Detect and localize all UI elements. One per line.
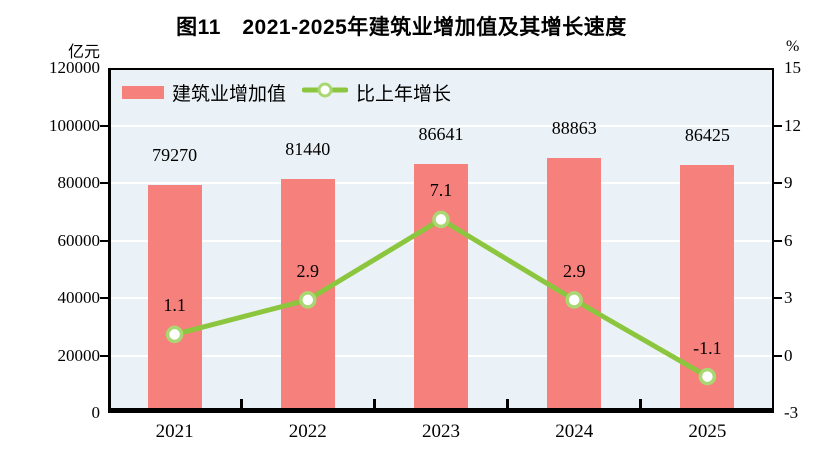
- growth-value-label: -1.1: [693, 337, 722, 358]
- left-axis-tick-label: 80000: [57, 173, 101, 192]
- right-axis-tick: [774, 354, 782, 357]
- right-axis-tick-label: -3: [784, 403, 799, 422]
- legend-bar-label: 建筑业增加值: [172, 84, 287, 105]
- plot-border-top: [108, 68, 774, 70]
- line-marker-2022: [299, 291, 317, 309]
- x-axis-tick: [372, 399, 376, 408]
- line-marker-2021: [165, 325, 184, 344]
- right-axis-tick: [774, 239, 782, 242]
- line-marker-2023: [432, 210, 450, 229]
- right-axis-unit: %: [786, 38, 800, 55]
- x-axis-category-label: 2023: [422, 421, 460, 442]
- right-axis-tick-label: 0: [784, 345, 793, 365]
- x-axis-line: [108, 408, 774, 413]
- right-axis-tick-label: 9: [784, 173, 793, 192]
- growth-value-label: 2.9: [296, 260, 320, 281]
- x-axis-category-label: 2025: [688, 421, 727, 442]
- bar-value-label: 81440: [285, 138, 331, 159]
- growth-line-layer: [165, 210, 717, 386]
- bar-value-label: 86425: [684, 124, 730, 145]
- line-marker-2024: [565, 291, 583, 309]
- plot-border-right: [772, 68, 774, 413]
- left-axis-tick-label: 40000: [57, 288, 101, 307]
- right-axis-tick: [774, 124, 782, 127]
- growth-value-label: 1.1: [163, 295, 186, 316]
- growth-value-label: 2.9: [562, 260, 586, 281]
- right-axis-tick: [774, 297, 782, 299]
- x-axis-category-label: 2022: [288, 421, 327, 442]
- growth-line: [172, 216, 710, 380]
- legend: 建筑业增加值 比上年增长: [122, 79, 451, 106]
- left-axis-tick: [100, 354, 108, 357]
- left-axis-unit: 亿元: [67, 44, 100, 61]
- bar-2023: [414, 163, 468, 413]
- chart-title: 图11 2021-2025年建筑业增加值及其增长速度: [176, 16, 627, 39]
- right-axis-tick-label: 12: [784, 115, 801, 135]
- left-axis-tick-label: 120000: [49, 58, 100, 77]
- growth-value-label: 7.1: [429, 180, 453, 201]
- bar-value-label: 88863: [551, 117, 597, 138]
- gridline: [108, 124, 774, 127]
- left-axis-tick: [100, 182, 108, 184]
- left-axis-tick-label: 0: [91, 403, 101, 422]
- legend-line-label: 比上年增长: [356, 84, 452, 105]
- legend-line-icon: [301, 81, 349, 105]
- left-axis-tick-label: 60000: [57, 230, 101, 250]
- right-axis-tick-label: 15: [784, 58, 801, 77]
- right-axis-tick: [774, 182, 782, 184]
- left-axis-tick: [100, 124, 108, 127]
- x-axis-tick: [506, 399, 510, 408]
- right-axis-tick-label: 6: [784, 230, 793, 250]
- left-axis-tick-label: 20000: [57, 345, 101, 365]
- x-axis-category-label: 2021: [155, 421, 194, 442]
- bar-value-label: 86641: [418, 123, 464, 144]
- x-axis-tick: [239, 399, 243, 408]
- left-axis-tick: [100, 297, 108, 299]
- legend-bar-swatch-icon: [122, 86, 164, 99]
- left-axis-tick: [100, 239, 108, 242]
- bar-value-label: 79270: [152, 145, 198, 166]
- plot-area: 建筑业增加值 比上年增长 79270 81440 86641 88863 86425 1.…: [108, 68, 774, 413]
- x-axis-tick: [639, 399, 643, 408]
- bar-2021: [147, 185, 202, 413]
- right-axis-tick-label: 3: [784, 288, 793, 307]
- plot-border-left: [108, 68, 111, 413]
- bar-2024: [547, 157, 602, 413]
- line-marker-2025: [698, 367, 717, 386]
- left-axis-tick-label: 100000: [49, 115, 100, 135]
- x-axis-category-label: 2024: [555, 421, 594, 442]
